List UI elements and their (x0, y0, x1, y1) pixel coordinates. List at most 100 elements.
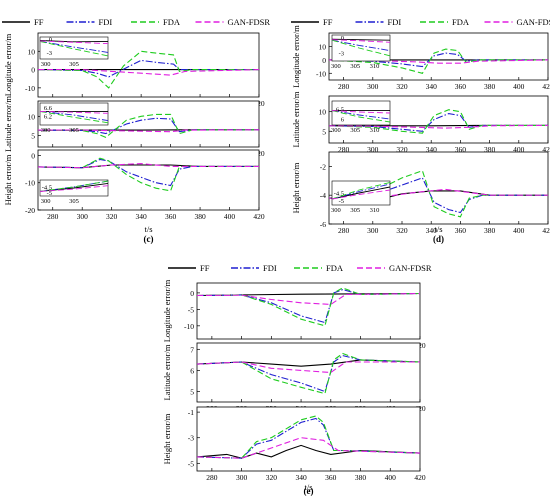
inset-y-tick-label: 6.5 (336, 107, 344, 114)
legend-label-ff: FF (323, 17, 333, 27)
x-tick-label: 360 (325, 473, 337, 482)
x-tick-label: 380 (484, 82, 496, 91)
panel-d-0-series-fdi (329, 52, 548, 68)
inset-c-1-series-gan-fdsr (40, 110, 108, 114)
panel-e-longitude-error-m: -10-50280300320340360380400420Longitude … (162, 279, 426, 350)
panel-d-latitude-error-m: 5 10 280 300 320 340 360 380 400 420 Latitude erro… (291, 91, 550, 154)
y-tick-label: -4 (320, 191, 326, 200)
panel-d-2-series-fda (329, 169, 548, 218)
inset-c-0: -3 0 300 305 (39, 36, 109, 68)
x-tick-label: 420 (542, 226, 550, 235)
y-tick-label: 10 (319, 42, 327, 51)
x-tick-label: 300 (236, 473, 248, 482)
y-tick-label: -20 (25, 206, 35, 215)
x-tick-label: 400 (513, 82, 525, 91)
panel-d-0-series-fda (329, 48, 548, 74)
subfigure-c: FF FDI FDA GAN-FDSR -10 0 10 280 300 320 340 360 380… (2, 17, 270, 244)
legend-label-fda: FDA (326, 263, 344, 273)
inset-x-tick-label: 300 (41, 61, 51, 68)
x-tick-label: 280 (338, 82, 350, 91)
inset-frame (39, 36, 109, 60)
panel-c-0-series-fda (38, 50, 259, 89)
x-tick-label: 340 (426, 145, 438, 154)
inset-x-tick-label: 305 (350, 207, 360, 214)
panel-c-longitude-error-m: -10010280300320340360380400420Longitude … (3, 32, 265, 108)
inset-d-1-series-fdi (332, 110, 390, 120)
inset-y-tick-label: 6 (341, 117, 345, 124)
inset-d-2-series-gan-fdsr (332, 189, 390, 200)
y-axis-label: Latitude error/m (291, 91, 301, 147)
x-tick-label: 400 (224, 212, 236, 221)
x-tick-label: 280 (338, 226, 350, 235)
legend-label-fdi: FDI (263, 263, 277, 273)
y-tick-label: -5 (188, 459, 194, 468)
x-tick-label: 420 (542, 82, 550, 91)
figure-label: (e) (304, 486, 314, 496)
panel-c-height-error-m: -20 -10 0 280 300 320 340 360 380 400 420 Height er… (3, 149, 265, 221)
inset-y-tick-label: 6.6 (44, 105, 53, 112)
inset-d-2-series-fda (332, 182, 390, 200)
inset-x-tick-label: 310 (370, 207, 380, 214)
subfigure-e: FF FDI FDA GAN-FDSR -10 -5 0 280 300 320 340 360 380… (162, 263, 432, 496)
inset-y-tick-label: -5 (339, 198, 344, 205)
y-tick-label: 0 (190, 289, 194, 298)
inset-y-tick-label: -4.5 (334, 191, 344, 198)
inset-d-0: -3 0 300 305 310 (331, 34, 391, 70)
y-tick-label: -10 (184, 322, 194, 331)
inset-c-2-series-fdi (40, 180, 108, 192)
inset-x-tick-label: 305 (69, 61, 79, 68)
inset-y-tick-label: -5 (47, 190, 52, 197)
x-tick-label: 380 (484, 145, 496, 154)
inset-y-tick-label: -3 (47, 50, 52, 57)
y-tick-label: -10 (316, 69, 326, 78)
x-axis-label: t/s (304, 482, 312, 492)
panel-e-2-series-ff (197, 444, 420, 459)
x-tick-label: 320 (396, 226, 408, 235)
y-tick-label: 5 (31, 132, 35, 141)
legend-label-gan-fdsr: GAN-FDSR (517, 17, 550, 27)
y-tick-label: 10 (28, 112, 36, 121)
inset-y-tick-label: -3 (339, 51, 344, 58)
x-tick-label: 320 (396, 82, 408, 91)
inset-x-tick-label: 310 (370, 63, 380, 70)
y-axis-label: Longitude error/m (162, 279, 172, 342)
panel-e-0-series-gan-fdsr (197, 292, 420, 305)
panel-c-latitude-error-m: 510280300320340360380400420Latitude erro… (3, 96, 265, 158)
inset-d-2-series-ff (332, 186, 390, 200)
x-tick-label: 320 (266, 473, 278, 482)
panel-e-1-series-gan-fdsr (197, 361, 420, 374)
y-axis-label: Longitude error/m (291, 25, 301, 88)
x-tick-label: 360 (455, 226, 467, 235)
x-tick-label: 380 (484, 226, 496, 235)
y-tick-label: -6 (320, 220, 326, 229)
legend-label-fda: FDA (452, 17, 470, 27)
panel-c-2-series-gan-fdsr (38, 163, 259, 169)
x-tick-label: 360 (455, 82, 467, 91)
panel-e-1-series-fdi (197, 355, 420, 393)
panel-c-0-series-fdi (38, 59, 259, 78)
inset-frame (39, 102, 109, 126)
x-axis-label: t/s (144, 224, 152, 234)
inset-d-2-series-fdi (332, 183, 390, 200)
inset-c-1-series-fdi (40, 110, 108, 122)
panel-d-0-series-gan-fdsr (329, 59, 548, 64)
inset-d-0-series-fda (332, 39, 390, 57)
x-tick-label: 360 (165, 212, 177, 221)
x-tick-label: 280 (338, 145, 350, 154)
inset-d-0-series-gan-fdsr (332, 39, 390, 43)
y-tick-label: 6 (190, 366, 194, 375)
x-tick-label: 360 (455, 145, 467, 154)
panel-c-2-series-fdi (38, 158, 259, 187)
legend-label-fdi: FDI (99, 17, 113, 27)
inset-c-0-series-ff (40, 40, 108, 43)
y-tick-label: 0 (31, 66, 35, 75)
plot-frame (196, 406, 421, 472)
y-tick-label: 10 (28, 47, 36, 56)
x-tick-label: 380 (194, 212, 206, 221)
x-tick-label: 300 (367, 226, 379, 235)
x-tick-label: 340 (136, 212, 148, 221)
inset-x-tick-label: 300 (331, 207, 341, 214)
y-tick-label: -5 (188, 305, 194, 314)
inset-d-1: 6 6.5 300 305 310 (331, 100, 391, 134)
x-tick-label: 300 (367, 145, 379, 154)
